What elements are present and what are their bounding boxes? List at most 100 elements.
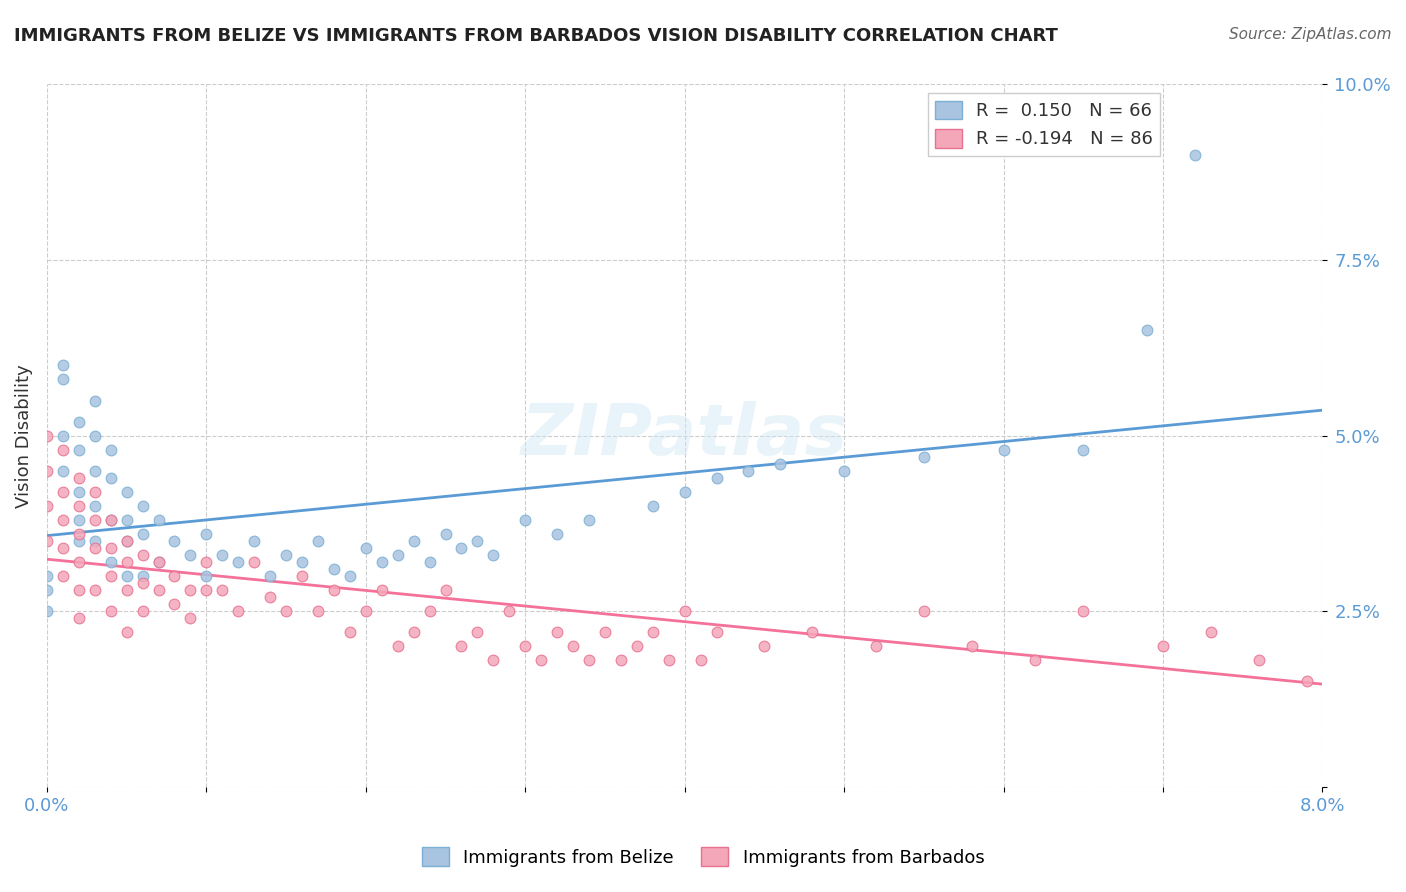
Point: [52, 569, 75, 583]
Point: [1136, 323, 1159, 337]
Point: [83, 484, 105, 499]
Point: [1184, 147, 1206, 161]
Point: [370, 555, 392, 569]
Point: [163, 569, 186, 583]
Point: [339, 625, 361, 640]
Point: [100, 555, 122, 569]
Point: [52, 372, 75, 386]
Point: [148, 583, 170, 598]
Point: [274, 604, 297, 618]
Point: [211, 583, 233, 598]
Point: [673, 484, 696, 499]
Point: [912, 604, 935, 618]
Point: [243, 534, 266, 549]
Point: [339, 569, 361, 583]
Point: [226, 555, 249, 569]
Point: [83, 513, 105, 527]
Point: [419, 604, 441, 618]
Point: [100, 442, 122, 457]
Point: [67, 611, 90, 625]
Point: [467, 534, 489, 549]
Point: [67, 555, 90, 569]
Point: [35, 569, 58, 583]
Point: [100, 604, 122, 618]
Point: [402, 534, 425, 549]
Point: [322, 562, 344, 576]
Text: Source: ZipAtlas.com: Source: ZipAtlas.com: [1229, 27, 1392, 42]
Point: [163, 534, 186, 549]
Point: [593, 625, 616, 640]
Point: [52, 464, 75, 478]
Point: [83, 583, 105, 598]
Point: [131, 527, 153, 541]
Point: [179, 548, 201, 562]
Point: [35, 534, 58, 549]
Point: [195, 583, 218, 598]
Point: [52, 513, 75, 527]
Point: [67, 484, 90, 499]
Point: [307, 604, 329, 618]
Point: [434, 583, 457, 598]
Point: [67, 471, 90, 485]
Point: [35, 464, 58, 478]
Point: [641, 499, 664, 513]
Point: [100, 513, 122, 527]
Point: [1071, 442, 1094, 457]
Point: [546, 625, 568, 640]
Point: [67, 534, 90, 549]
Point: [402, 625, 425, 640]
Point: [1152, 640, 1174, 654]
Point: [291, 569, 314, 583]
Point: [1343, 640, 1365, 654]
Point: [832, 464, 855, 478]
Point: [243, 555, 266, 569]
Point: [148, 513, 170, 527]
Point: [673, 604, 696, 618]
Point: [498, 604, 520, 618]
Point: [67, 415, 90, 429]
Point: [530, 653, 553, 667]
Point: [562, 640, 585, 654]
Point: [83, 428, 105, 442]
Point: [658, 653, 681, 667]
Legend: R =  0.150   N = 66, R = -0.194   N = 86: R = 0.150 N = 66, R = -0.194 N = 86: [928, 94, 1160, 155]
Point: [993, 442, 1015, 457]
Point: [35, 604, 58, 618]
Point: [865, 640, 887, 654]
Point: [83, 499, 105, 513]
Point: [100, 471, 122, 485]
Point: [370, 583, 392, 598]
Point: [83, 541, 105, 555]
Point: [307, 534, 329, 549]
Point: [1295, 674, 1317, 689]
Point: [195, 527, 218, 541]
Point: [35, 499, 58, 513]
Point: [259, 569, 281, 583]
Point: [706, 471, 728, 485]
Point: [515, 640, 537, 654]
Point: [211, 548, 233, 562]
Point: [52, 428, 75, 442]
Point: [67, 499, 90, 513]
Point: [100, 569, 122, 583]
Point: [226, 604, 249, 618]
Y-axis label: Vision Disability: Vision Disability: [15, 364, 32, 508]
Point: [148, 555, 170, 569]
Point: [419, 555, 441, 569]
Point: [689, 653, 711, 667]
Point: [115, 534, 138, 549]
Point: [322, 583, 344, 598]
Point: [83, 393, 105, 408]
Point: [83, 464, 105, 478]
Point: [1247, 653, 1270, 667]
Point: [67, 527, 90, 541]
Point: [274, 548, 297, 562]
Point: [52, 541, 75, 555]
Point: [115, 583, 138, 598]
Point: [52, 484, 75, 499]
Point: [434, 527, 457, 541]
Point: [387, 640, 409, 654]
Point: [195, 569, 218, 583]
Point: [131, 569, 153, 583]
Point: [35, 583, 58, 598]
